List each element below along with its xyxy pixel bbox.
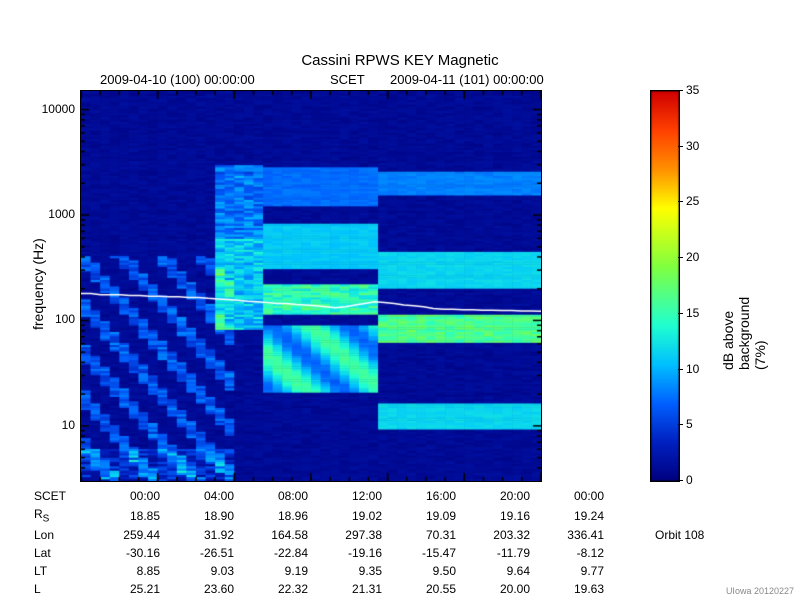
ephemeris-cell: 8.85 (88, 563, 160, 579)
y-tick-label: 100 (30, 312, 75, 326)
ephemeris-cell: 19.24 (532, 506, 604, 525)
ephemeris-cell: 19.09 (384, 506, 456, 525)
ephemeris-cell: 08:00 (236, 488, 308, 504)
orbit-label: Orbit 108 (655, 528, 704, 542)
ephemeris-cell: -26.51 (162, 545, 234, 561)
ephemeris-cell: 00:00 (532, 488, 604, 504)
ephemeris-cell: 19.02 (310, 506, 382, 525)
ephemeris-row-label: LT (34, 563, 86, 579)
ephemeris-cell: 19.16 (458, 506, 530, 525)
ephemeris-cell: 9.35 (310, 563, 382, 579)
ephemeris-cell: 18.96 (236, 506, 308, 525)
ephemeris-cell: 9.50 (384, 563, 456, 579)
ephemeris-row-label: SCET (34, 488, 86, 504)
chart-title: Cassini RPWS KEY Magnetic (301, 52, 498, 69)
ephemeris-cell: 9.77 (532, 563, 604, 579)
y-tick-label: 10000 (30, 102, 75, 116)
colorbar (650, 90, 680, 482)
colorbar-tick-label: 30 (686, 139, 699, 153)
ephemeris-cell: 16:00 (384, 488, 456, 504)
ephemeris-row-label: RS (34, 506, 86, 525)
subtitle-mid: SCET (330, 72, 365, 87)
colorbar-tick-label: 25 (686, 194, 699, 208)
ephemeris-cell: 20.55 (384, 581, 456, 597)
colorbar-tick-label: 5 (686, 417, 693, 431)
footer-text: UIowa 20120227 (726, 586, 794, 596)
ephemeris-cell: 20:00 (458, 488, 530, 504)
colorbar-tick-label: 10 (686, 362, 699, 376)
ephemeris-cell: 20.00 (458, 581, 530, 597)
ephemeris-cell: 259.44 (88, 527, 160, 543)
ephemeris-cell: 00:00 (88, 488, 160, 504)
ephemeris-cell: -22.84 (236, 545, 308, 561)
ephemeris-cell: 203.32 (458, 527, 530, 543)
subtitle-left: 2009-04-10 (100) 00:00:00 (100, 72, 255, 87)
y-tick-label: 10 (30, 418, 75, 432)
ephemeris-cell: 336.41 (532, 527, 604, 543)
ephemeris-cell: 9.64 (458, 563, 530, 579)
subtitle-right: 2009-04-11 (101) 00:00:00 (390, 72, 544, 87)
ephemeris-row-label: Lon (34, 527, 86, 543)
spectrogram-plot (80, 90, 542, 482)
ephemeris-cell: -30.16 (88, 545, 160, 561)
ephemeris-row-label: Lat (34, 545, 86, 561)
ephemeris-cell: -19.16 (310, 545, 382, 561)
ephemeris-row-label: L (34, 581, 86, 597)
ephemeris-cell: 22.32 (236, 581, 308, 597)
ephemeris-cell: 70.31 (384, 527, 456, 543)
colorbar-tick-label: 35 (686, 83, 699, 97)
ephemeris-cell: 297.38 (310, 527, 382, 543)
ephemeris-cell: 12:00 (310, 488, 382, 504)
ephemeris-cell: -8.12 (532, 545, 604, 561)
ephemeris-cell: 23.60 (162, 581, 234, 597)
colorbar-tick-label: 15 (686, 306, 699, 320)
ephemeris-cell: -11.79 (458, 545, 530, 561)
ephemeris-cell: 9.03 (162, 563, 234, 579)
ephemeris-cell: 18.85 (88, 506, 160, 525)
colorbar-tick-label: 20 (686, 250, 699, 264)
ephemeris-cell: 9.19 (236, 563, 308, 579)
ephemeris-cell: 04:00 (162, 488, 234, 504)
ephemeris-cell: 19.63 (532, 581, 604, 597)
colorbar-label: dB above background (7%) (720, 290, 768, 370)
ephemeris-cell: 31.92 (162, 527, 234, 543)
ephemeris-cell: 21.31 (310, 581, 382, 597)
ephemeris-table: SCET00:0004:0008:0012:0016:0020:0000:00R… (32, 486, 606, 599)
ephemeris-cell: -15.47 (384, 545, 456, 561)
colorbar-tick-label: 0 (686, 473, 693, 487)
ephemeris-cell: 164.58 (236, 527, 308, 543)
ephemeris-cell: 25.21 (88, 581, 160, 597)
ephemeris-cell: 18.90 (162, 506, 234, 525)
y-tick-label: 1000 (30, 207, 75, 221)
